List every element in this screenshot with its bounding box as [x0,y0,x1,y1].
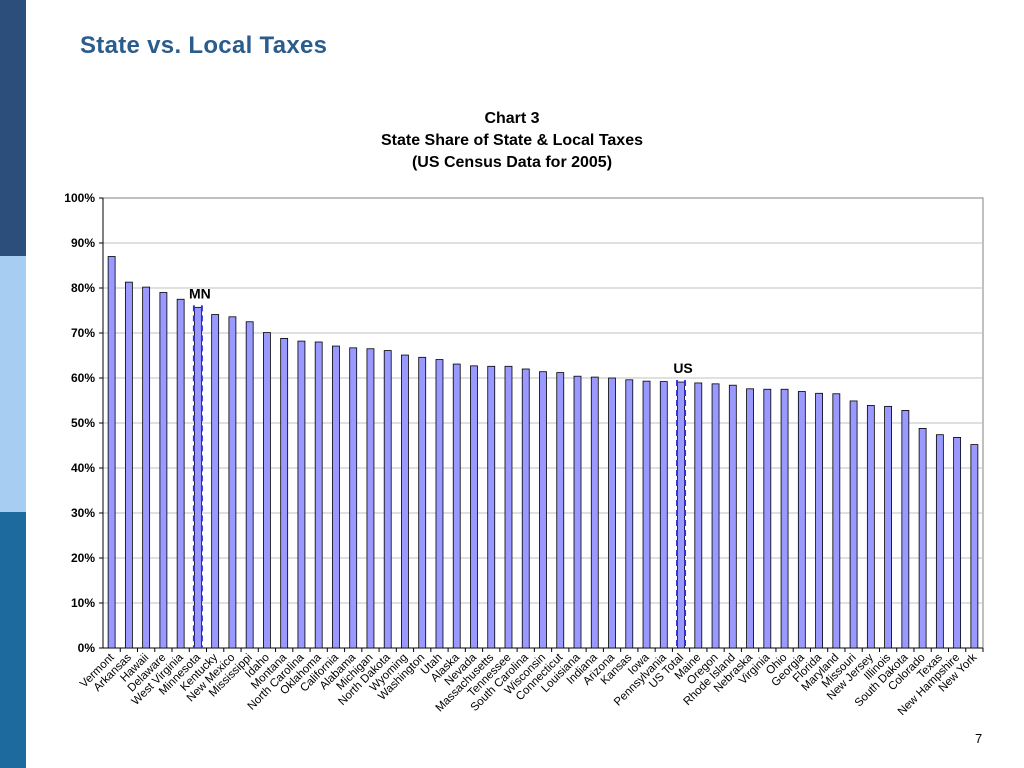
y-tick-label: 50% [71,416,95,430]
bar [746,388,754,649]
y-tick-label: 70% [71,326,95,340]
bar [539,371,547,649]
bar [815,392,823,649]
y-tick-label: 90% [71,236,95,250]
bar [263,332,271,649]
bar [332,345,340,649]
bar [176,298,185,649]
bar [642,380,651,649]
bar [314,341,323,649]
bar [866,405,875,649]
slide-title: State vs. Local Taxes [80,32,328,59]
page-number: 7 [975,731,983,746]
bar [383,350,392,649]
y-tick-label: 10% [71,596,95,610]
bar [763,388,772,649]
y-tick-label: 60% [71,371,95,385]
y-tick-label: 100% [64,191,95,205]
bar [245,321,254,649]
bar [194,306,202,649]
bar [573,375,582,649]
bar [349,347,358,649]
bar [142,286,151,649]
bar [884,405,892,649]
bar [780,388,789,649]
bar [211,314,220,649]
bar [901,409,910,649]
bar [418,356,427,649]
bar [590,376,599,649]
bar [280,337,289,649]
chart-title-line-2: State Share of State & Local Taxes [380,132,643,149]
bar [366,348,375,649]
bar [677,381,685,649]
bar [124,281,133,649]
bar [918,427,927,649]
bar [435,359,444,649]
bar [953,436,962,649]
bar [728,384,737,649]
bar [849,400,858,649]
bar [659,381,668,649]
bar [556,372,565,649]
y-tick-label: 30% [71,506,95,520]
bar [970,444,979,649]
bar [107,256,116,649]
sidebar-block-middle [0,256,26,512]
y-tick-label: 0% [78,641,96,655]
bar [935,434,944,649]
y-tick-label: 40% [71,461,95,475]
bar [452,363,461,649]
bar [297,340,306,649]
bar [608,377,616,649]
bar [625,379,634,649]
sidebar-block-bottom [0,512,26,768]
annotation-label: US [673,360,692,376]
y-tick-label: 20% [71,551,95,565]
chart-title-line-1: Chart 3 [484,110,540,127]
chart-title-line-3: (US Census Data for 2005) [411,154,613,171]
bar [521,368,530,649]
bar [832,393,841,649]
bar [159,292,168,649]
annotation-label: MN [189,285,211,301]
bar [797,391,806,649]
bar [694,382,703,649]
sidebar-decoration [0,0,26,768]
bar [401,354,409,649]
bar [504,365,513,649]
y-tick-label: 80% [71,281,95,295]
bar [228,316,237,649]
bar [711,383,720,649]
bar [470,365,478,649]
sidebar-block-top [0,0,26,256]
bar [487,365,496,649]
